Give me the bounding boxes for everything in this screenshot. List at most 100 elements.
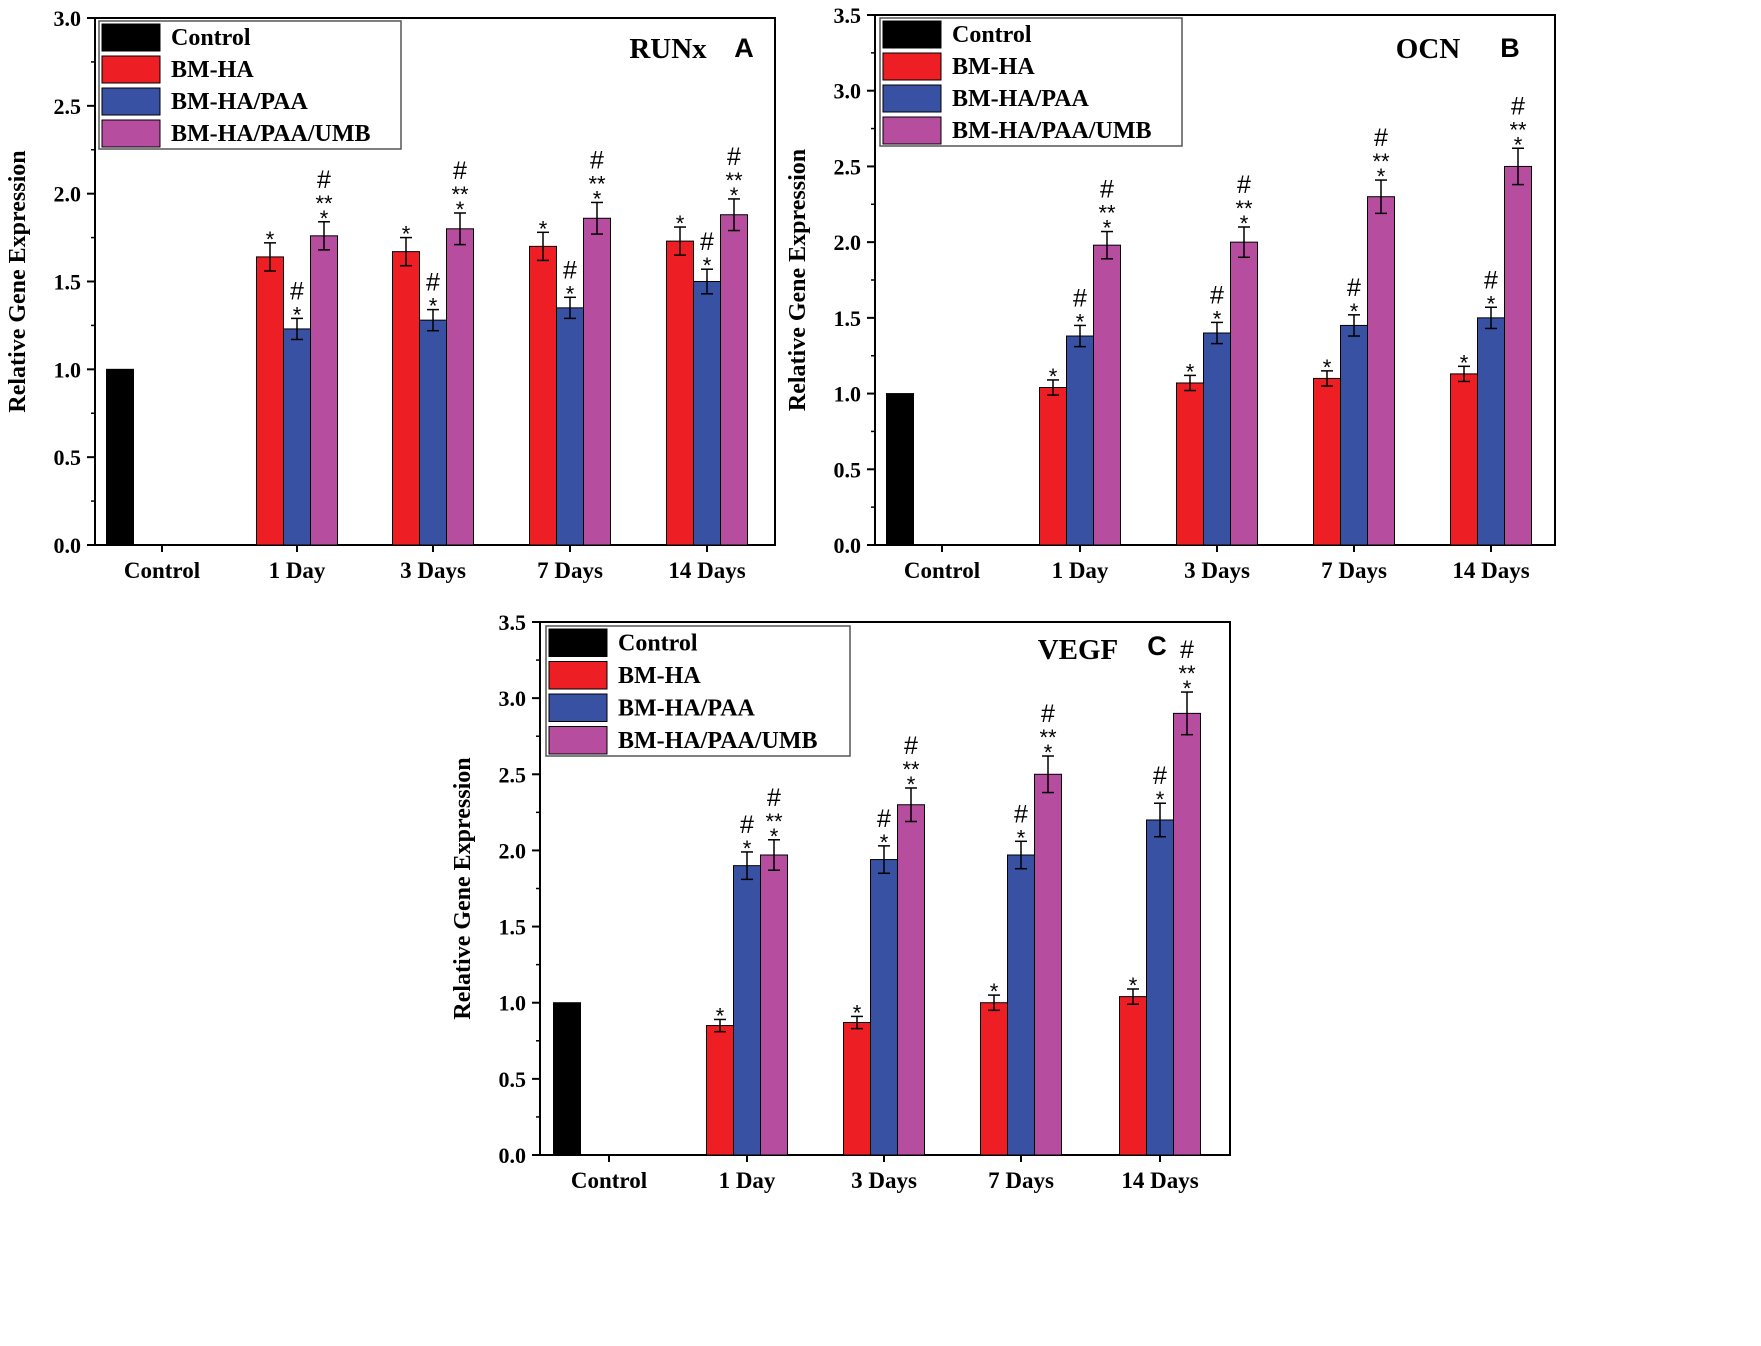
legend-label: BM-HA/PAA xyxy=(618,696,756,722)
legend-label: BM-HA/PAA xyxy=(952,86,1090,112)
bar-bm-ha-paa-4 xyxy=(693,281,721,546)
significance-star: * xyxy=(1186,359,1195,384)
bar-bm-ha-3 xyxy=(529,245,557,546)
bar-bm-ha-paa-umb-2 xyxy=(1230,241,1258,546)
significance-star: * xyxy=(880,830,889,855)
significance-star: * xyxy=(990,979,999,1004)
y-tick-label: 3.0 xyxy=(834,79,862,104)
bar-bm-ha-1 xyxy=(706,1025,734,1156)
significance-hash: # xyxy=(1210,281,1224,309)
bar-bm-ha-1 xyxy=(1039,387,1067,546)
y-tick-label: 0.0 xyxy=(54,533,82,558)
bar-bm-ha-3 xyxy=(980,1002,1008,1156)
significance-star: * xyxy=(716,1003,725,1028)
significance-star: * xyxy=(1213,306,1222,331)
significance-hash: # xyxy=(904,732,918,760)
bar-bm-ha-paa-1 xyxy=(733,865,761,1156)
bar-bm-ha-paa-3 xyxy=(1340,324,1368,546)
y-tick-label: 2.5 xyxy=(54,94,82,119)
bar-bm-ha-paa-umb-1 xyxy=(1093,244,1121,546)
bar-bm-ha-paa-umb-4 xyxy=(720,214,748,546)
y-tick-label: 0.5 xyxy=(834,457,862,482)
significance-hash: # xyxy=(590,146,604,174)
significance-star: * xyxy=(1514,132,1523,157)
y-tick-label: 2.5 xyxy=(834,154,862,179)
significance-hash: # xyxy=(1511,92,1525,120)
x-tick-label: Control xyxy=(904,558,980,583)
y-tick-label: 0.0 xyxy=(499,1143,527,1168)
bar-bm-ha-2 xyxy=(843,1022,871,1156)
legend-swatch xyxy=(548,693,608,722)
bar-bm-ha-paa-2 xyxy=(1203,332,1231,546)
bar-bm-ha-paa-2 xyxy=(870,859,898,1156)
significance-hash: # xyxy=(1041,700,1055,728)
significance-star: * xyxy=(853,1000,862,1025)
significance-star: ** xyxy=(1098,201,1116,226)
bar-bm-ha-1 xyxy=(256,256,284,546)
significance-star: ** xyxy=(1509,117,1527,142)
y-tick-label: 2.5 xyxy=(499,762,527,787)
x-tick-label: 3 Days xyxy=(851,1168,917,1193)
legend-swatch xyxy=(882,20,942,49)
significance-star: * xyxy=(1487,291,1496,316)
significance-star: ** xyxy=(588,171,606,196)
significance-hash: # xyxy=(426,269,440,297)
significance-star: * xyxy=(907,772,916,797)
legend: Control BM-HA BM-HA/PAA BM-HA/PAA/UMB xyxy=(98,20,402,150)
y-tick-label: 3.0 xyxy=(54,6,82,31)
significance-star: * xyxy=(1103,216,1112,241)
significance-star: ** xyxy=(725,168,743,193)
y-tick-label: 1.5 xyxy=(834,306,862,331)
legend-swatch xyxy=(101,23,161,52)
bar-bm-ha-paa-1 xyxy=(1066,335,1094,546)
significance-star: * xyxy=(456,197,465,222)
legend-label: BM-HA/PAA/UMB xyxy=(618,728,818,754)
chart-title: OCN xyxy=(1396,33,1461,65)
significance-hash: # xyxy=(1180,636,1194,664)
bar-control-0 xyxy=(553,1002,581,1156)
significance-star: ** xyxy=(315,191,333,216)
significance-hash: # xyxy=(1484,266,1498,294)
significance-hash: # xyxy=(453,157,467,185)
bar-bm-ha-paa-3 xyxy=(1007,854,1035,1156)
y-tick-label: 1.5 xyxy=(499,915,527,940)
legend-label: Control xyxy=(952,22,1032,48)
significance-star: ** xyxy=(765,809,783,834)
bar-bm-ha-paa-4 xyxy=(1477,317,1505,546)
significance-star: * xyxy=(593,186,602,211)
significance-star: * xyxy=(1323,355,1332,380)
significance-star: * xyxy=(676,211,685,236)
significance-star: * xyxy=(770,824,779,849)
bar-bm-ha-paa-umb-2 xyxy=(446,228,474,546)
legend-swatch xyxy=(882,52,942,81)
bar-bm-ha-3 xyxy=(1313,377,1341,546)
y-tick-label: 0.0 xyxy=(834,533,862,558)
significance-hash: # xyxy=(1073,284,1087,312)
significance-hash: # xyxy=(1347,274,1361,302)
chart-panel-b: 0.0 0.5 1.0 1.5 2.0 2.5 3.0 3.5 Control 1 Day 3 Da… xyxy=(785,3,1556,583)
legend-label: Control xyxy=(618,631,698,657)
significance-star: ** xyxy=(451,182,469,207)
significance-star: * xyxy=(320,206,329,231)
significance-hash: # xyxy=(317,166,331,194)
significance-star: * xyxy=(730,183,739,208)
significance-star: * xyxy=(1460,350,1469,375)
significance-star: * xyxy=(1049,364,1058,389)
bar-bm-ha-paa-3 xyxy=(556,307,584,546)
significance-star: * xyxy=(1377,164,1386,189)
bar-bm-ha-paa-umb-4 xyxy=(1173,712,1201,1156)
legend-label: BM-HA xyxy=(171,57,254,83)
significance-star: * xyxy=(1183,676,1192,701)
legend-label: BM-HA xyxy=(618,663,701,689)
y-tick-label: 2.0 xyxy=(834,230,862,255)
legend: Control BM-HA BM-HA/PAA BM-HA/PAA/UMB xyxy=(879,17,1183,147)
legend-label: BM-HA/PAA xyxy=(171,89,309,115)
bar-bm-ha-4 xyxy=(666,240,694,546)
x-tick-label: 14 Days xyxy=(668,558,745,583)
bar-bm-ha-paa-umb-1 xyxy=(760,854,788,1156)
significance-hash: # xyxy=(877,805,891,833)
significance-star: ** xyxy=(1178,661,1196,686)
legend-swatch xyxy=(101,87,161,116)
x-tick-label: 7 Days xyxy=(537,558,603,583)
significance-hash: # xyxy=(727,143,741,171)
